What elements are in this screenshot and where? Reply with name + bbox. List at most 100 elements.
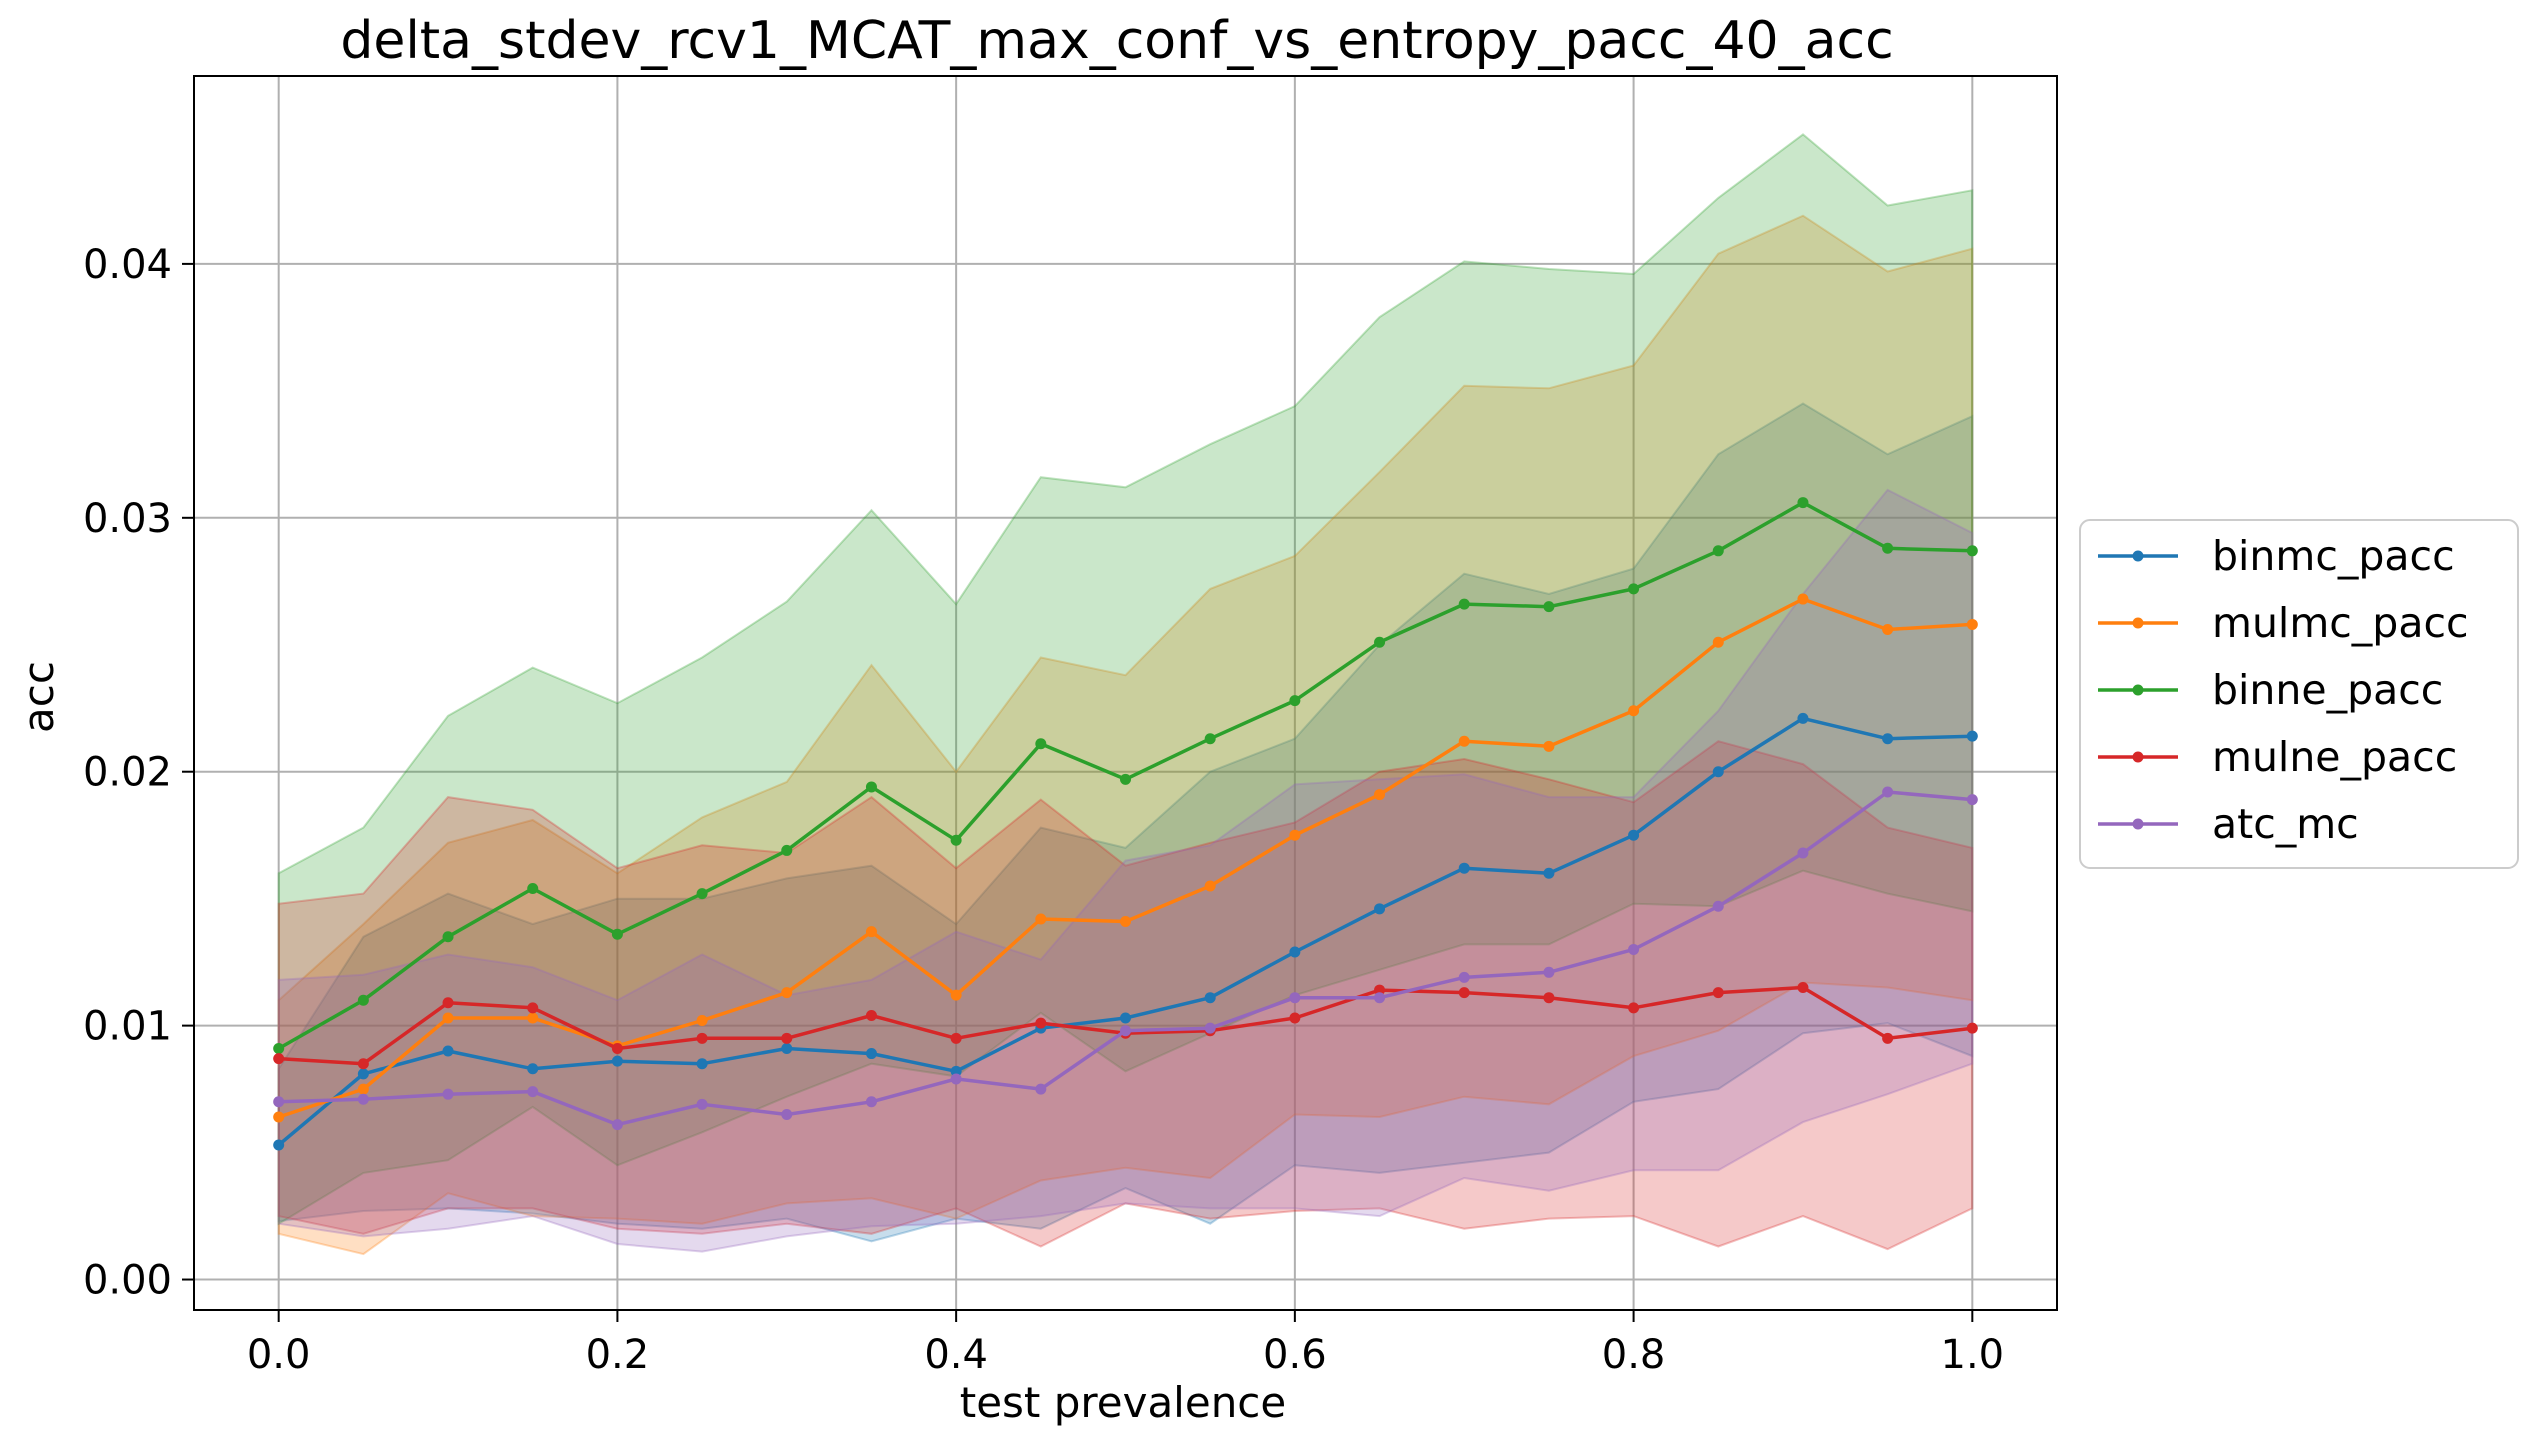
point-mulne_pacc	[1712, 987, 1724, 999]
y-axis-ticks: 0.00 0.01 0.02 0.03 0.04	[83, 242, 194, 1304]
point-atc_mc	[1120, 1025, 1131, 1037]
point-binne_pacc	[1289, 695, 1301, 707]
grid	[194, 76, 2057, 1310]
point-atc_mc	[865, 1096, 877, 1108]
point-binne_pacc	[1712, 545, 1724, 557]
point-binne_pacc	[1035, 738, 1047, 750]
point-mulmc_pacc	[1204, 880, 1216, 892]
point-atc_mc	[1204, 1022, 1216, 1034]
point-mulne_pacc	[442, 997, 454, 1009]
point-atc_mc	[1712, 900, 1724, 912]
point-mulmc_pacc	[1882, 624, 1894, 636]
point-binne_pacc	[1120, 773, 1131, 785]
point-mulne_pacc	[950, 1032, 962, 1044]
point-atc_mc	[1882, 786, 1894, 798]
point-mulne_pacc	[527, 1002, 539, 1014]
point-atc_mc	[527, 1086, 539, 1098]
x-tick-label: 1.0	[1941, 1332, 2005, 1378]
point-mulne_pacc	[781, 1032, 793, 1044]
legend-box	[2079, 519, 2519, 869]
legend-item-binne_pacc: binne_pacc	[2098, 666, 2443, 714]
point-mulne_pacc	[1289, 1012, 1301, 1024]
series-binne_pacc	[273, 497, 1978, 1054]
legend-marker	[2132, 550, 2144, 562]
point-mulne_pacc	[1966, 1022, 1978, 1034]
point-binmc_pacc	[1797, 712, 1809, 724]
legend-marker	[2132, 617, 2144, 629]
point-mulmc_pacc	[1120, 916, 1131, 928]
legend-marker	[2132, 751, 2144, 763]
point-binne_pacc	[1966, 545, 1978, 557]
legend-item-mulne_pacc: mulne_pacc	[2098, 733, 2457, 781]
point-binne_pacc	[273, 1042, 285, 1054]
y-tick-label: 0.04	[83, 242, 172, 288]
point-binne_pacc	[1204, 733, 1216, 745]
point-binne_pacc	[1374, 636, 1386, 648]
point-atc_mc	[1966, 794, 1978, 806]
point-binmc_pacc	[442, 1045, 454, 1057]
point-binmc_pacc	[1543, 867, 1555, 879]
legend-label: binmc_pacc	[2212, 532, 2455, 580]
point-binne_pacc	[1882, 542, 1894, 554]
point-binne_pacc	[442, 931, 454, 943]
point-binmc_pacc	[611, 1055, 623, 1067]
point-mulne_pacc	[1797, 982, 1809, 994]
point-mulmc_pacc	[1543, 740, 1555, 752]
point-binmc_pacc	[1204, 992, 1216, 1004]
point-mulmc_pacc	[1797, 593, 1809, 605]
series-atc_mc	[273, 786, 1978, 1131]
point-mulmc_pacc	[357, 1083, 369, 1095]
point-mulne_pacc	[1882, 1032, 1894, 1044]
legend-item-atc_mc: atc_mc	[2098, 800, 2359, 848]
x-tick-label: 0.0	[247, 1332, 311, 1378]
point-binmc_pacc	[1628, 829, 1640, 841]
point-mulmc_pacc	[1966, 618, 1978, 630]
x-tick-label: 0.2	[586, 1332, 650, 1378]
point-binmc_pacc	[950, 1065, 962, 1077]
point-atc_mc	[1035, 1083, 1047, 1095]
point-binne_pacc	[611, 928, 623, 940]
y-axis-label: acc	[14, 661, 63, 733]
point-binmc_pacc	[357, 1068, 369, 1080]
point-mulne_pacc	[611, 1042, 623, 1054]
point-mulne_pacc	[1035, 1017, 1047, 1029]
point-atc_mc	[781, 1108, 793, 1120]
point-mulmc_pacc	[950, 989, 962, 1001]
point-mulmc_pacc	[1035, 913, 1047, 925]
point-mulmc_pacc	[1289, 829, 1301, 841]
point-mulne_pacc	[1543, 992, 1555, 1004]
plot-frame	[193, 75, 2058, 1311]
chart-title: delta_stdev_rcv1_MCAT_max_conf_vs_entrop…	[340, 11, 1893, 71]
legend-label: binne_pacc	[2212, 666, 2443, 714]
legend-label: atc_mc	[2212, 800, 2359, 848]
point-binne_pacc	[950, 834, 962, 846]
point-mulne_pacc	[1374, 984, 1386, 996]
point-binmc_pacc	[1712, 766, 1724, 778]
x-tick-label: 0.6	[1263, 1332, 1327, 1378]
point-binne_pacc	[781, 844, 793, 856]
point-mulmc_pacc	[527, 1012, 539, 1024]
point-binne_pacc	[527, 883, 539, 895]
y-tick-label: 0.01	[83, 1004, 172, 1050]
band-binne_pacc	[277, 133, 1974, 1226]
point-mulmc_pacc	[1712, 636, 1724, 648]
point-mulmc_pacc	[781, 987, 793, 999]
point-mulmc_pacc	[1374, 789, 1386, 801]
point-binne_pacc	[696, 888, 708, 900]
band-binmc_pacc	[277, 402, 1974, 1243]
point-binmc_pacc	[865, 1048, 877, 1060]
legend-label: mulmc_pacc	[2212, 599, 2469, 647]
point-binmc_pacc	[273, 1139, 285, 1151]
point-atc_mc	[1374, 992, 1386, 1004]
x-axis-label: test prevalence	[960, 1378, 1287, 1427]
point-binmc_pacc	[1458, 862, 1470, 874]
point-atc_mc	[273, 1096, 285, 1108]
point-binne_pacc	[1628, 583, 1640, 595]
legend-label: mulne_pacc	[2212, 733, 2457, 781]
point-binmc_pacc	[1289, 946, 1301, 958]
point-atc_mc	[696, 1098, 708, 1110]
point-mulne_pacc	[696, 1032, 708, 1044]
legend-item-mulmc_pacc: mulmc_pacc	[2098, 599, 2469, 647]
legend-item-binmc_pacc: binmc_pacc	[2098, 532, 2455, 580]
